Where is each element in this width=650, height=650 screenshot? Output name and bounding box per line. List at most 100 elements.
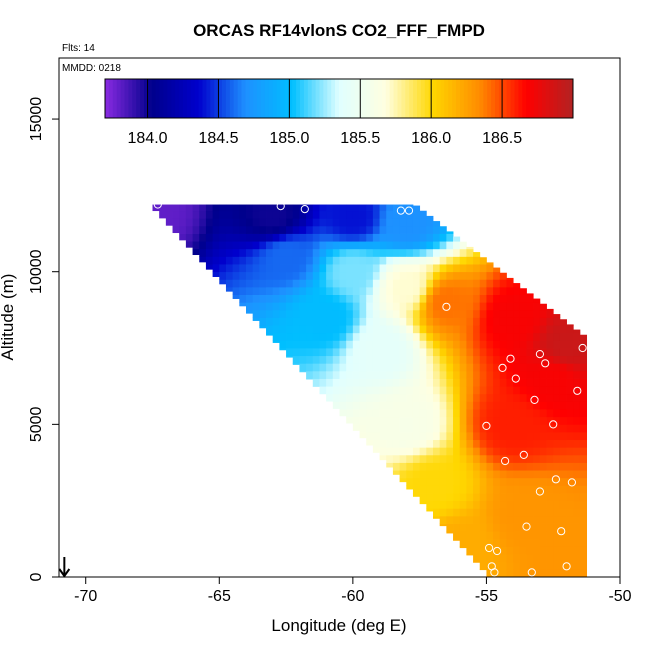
field-cell bbox=[239, 210, 247, 219]
field-cell bbox=[493, 439, 501, 448]
field-cell bbox=[386, 332, 394, 341]
field-cell bbox=[232, 271, 240, 280]
field-cell bbox=[392, 378, 401, 387]
field-cell bbox=[399, 309, 407, 318]
field-cell bbox=[566, 386, 574, 395]
field-cell bbox=[192, 248, 200, 256]
field-cell bbox=[486, 325, 494, 334]
field-cell bbox=[366, 264, 374, 273]
field-cell bbox=[346, 363, 354, 372]
colorbar-swatch bbox=[327, 79, 332, 118]
field-cell bbox=[372, 355, 380, 364]
field-cell bbox=[446, 286, 454, 295]
field-cell bbox=[513, 309, 521, 318]
colorbar-swatch bbox=[210, 79, 215, 118]
field-cell bbox=[372, 386, 380, 395]
field-cell bbox=[426, 386, 434, 395]
field-cell bbox=[499, 294, 507, 303]
field-cell bbox=[453, 500, 461, 509]
field-cell bbox=[486, 302, 494, 311]
field-cell bbox=[246, 302, 254, 311]
colorbar-swatch bbox=[108, 79, 114, 118]
field-cell bbox=[419, 378, 427, 387]
field-cell bbox=[439, 508, 447, 517]
field-cell bbox=[359, 363, 367, 372]
field-cell bbox=[479, 493, 487, 502]
field-cell bbox=[473, 493, 481, 502]
field-cell bbox=[412, 370, 421, 379]
field-cell bbox=[566, 370, 574, 379]
field-cell bbox=[453, 302, 461, 311]
field-cell bbox=[446, 317, 454, 326]
field-cell bbox=[513, 531, 521, 540]
field-cell bbox=[566, 569, 574, 578]
field-cell bbox=[539, 303, 547, 311]
field-cell bbox=[272, 210, 280, 219]
field-cell bbox=[392, 264, 401, 273]
field-cell bbox=[466, 462, 474, 471]
field-cell bbox=[359, 302, 367, 311]
field-cell bbox=[526, 500, 534, 509]
sample-point bbox=[482, 421, 491, 430]
field-cell bbox=[519, 500, 527, 509]
field-cell bbox=[419, 210, 427, 219]
field-cell bbox=[533, 431, 541, 441]
field-cell bbox=[433, 355, 441, 364]
field-cell bbox=[272, 302, 280, 311]
field-cell bbox=[486, 538, 494, 547]
field-cell bbox=[493, 370, 501, 379]
field-cell bbox=[339, 317, 347, 326]
field-cell bbox=[559, 569, 567, 578]
field-cell bbox=[266, 279, 274, 288]
field-cell bbox=[339, 363, 347, 372]
field-cell bbox=[453, 508, 461, 517]
field-cell bbox=[519, 363, 527, 372]
field-cell bbox=[453, 340, 461, 349]
field-cell bbox=[399, 416, 407, 425]
field-cell bbox=[553, 355, 561, 364]
field-cell bbox=[453, 485, 461, 494]
field-cell bbox=[479, 393, 487, 402]
field-cell bbox=[392, 317, 401, 326]
field-cell bbox=[493, 561, 501, 570]
colorbar-swatch bbox=[105, 79, 110, 118]
field-cell bbox=[326, 294, 334, 303]
field-cell bbox=[359, 416, 367, 425]
field-cell bbox=[246, 248, 254, 257]
field-cell bbox=[486, 363, 494, 372]
field-cell bbox=[366, 393, 374, 402]
field-cell bbox=[212, 218, 220, 227]
field-cell bbox=[519, 325, 527, 334]
field-cell bbox=[412, 233, 421, 242]
field-cell bbox=[539, 477, 547, 486]
field-cell bbox=[519, 409, 527, 418]
field-cell bbox=[225, 264, 234, 273]
field-cell bbox=[526, 325, 534, 334]
colorbar-swatch bbox=[151, 79, 157, 118]
field-cell bbox=[279, 317, 287, 326]
field-cell bbox=[453, 256, 461, 265]
field-cell bbox=[299, 317, 307, 326]
field-cell bbox=[379, 248, 387, 257]
field-cell bbox=[292, 248, 300, 257]
field-cell bbox=[332, 256, 340, 265]
field-cell bbox=[546, 386, 554, 395]
field-cell bbox=[205, 233, 214, 242]
field-cell bbox=[439, 355, 447, 364]
field-cell bbox=[426, 500, 434, 509]
field-cell bbox=[466, 447, 474, 456]
field-cell bbox=[453, 317, 461, 326]
sample-point bbox=[573, 386, 582, 395]
field-cell bbox=[419, 470, 427, 479]
field-cell bbox=[526, 538, 534, 547]
field-cell bbox=[559, 462, 567, 471]
field-cell bbox=[286, 317, 294, 326]
field-cell bbox=[406, 462, 414, 471]
field-cell bbox=[199, 256, 207, 263]
field-cell bbox=[453, 348, 461, 357]
field-cell bbox=[506, 531, 514, 540]
field-cell bbox=[326, 317, 334, 326]
field-cell bbox=[433, 286, 441, 295]
field-cell bbox=[546, 523, 554, 532]
field-cell bbox=[533, 424, 541, 433]
